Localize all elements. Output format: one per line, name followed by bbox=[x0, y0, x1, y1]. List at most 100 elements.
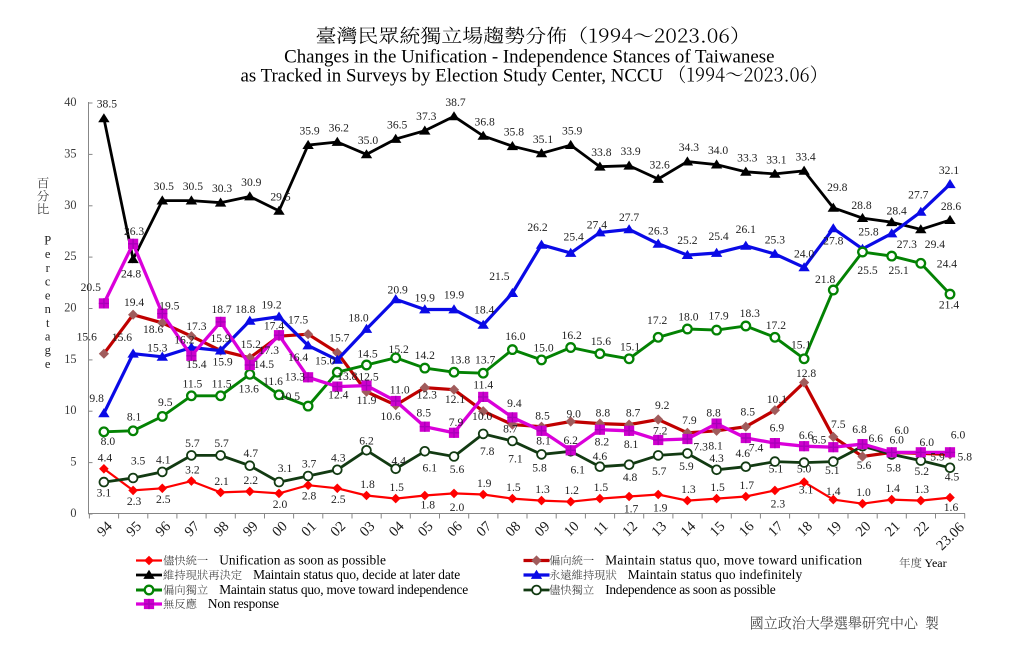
svg-text:15: 15 bbox=[64, 352, 76, 366]
svg-text:1.5: 1.5 bbox=[594, 481, 609, 494]
svg-text:7.3: 7.3 bbox=[693, 441, 708, 454]
svg-text:40: 40 bbox=[64, 95, 76, 109]
svg-text:5.8: 5.8 bbox=[886, 461, 901, 474]
svg-text:6.0: 6.0 bbox=[920, 436, 935, 449]
svg-text:5.1: 5.1 bbox=[769, 463, 784, 476]
svg-text:21.8: 21.8 bbox=[815, 273, 835, 286]
svg-text:20.5: 20.5 bbox=[81, 281, 101, 294]
svg-text:11.5: 11.5 bbox=[212, 377, 232, 390]
svg-text:1.3: 1.3 bbox=[535, 483, 550, 496]
svg-text:8.0: 8.0 bbox=[101, 435, 116, 448]
svg-text:8.7: 8.7 bbox=[626, 407, 641, 420]
svg-text:4.7: 4.7 bbox=[244, 447, 259, 460]
svg-text:11.9: 11.9 bbox=[357, 394, 377, 407]
svg-text:29.8: 29.8 bbox=[827, 181, 847, 194]
svg-text:n: n bbox=[45, 302, 52, 316]
svg-text:17.3: 17.3 bbox=[259, 344, 279, 357]
svg-text:10.5: 10.5 bbox=[280, 390, 300, 403]
svg-text:e: e bbox=[45, 288, 51, 302]
svg-text:5.1: 5.1 bbox=[825, 464, 840, 477]
svg-text:15.1: 15.1 bbox=[620, 340, 640, 353]
svg-text:t: t bbox=[46, 316, 50, 330]
svg-text:1.7: 1.7 bbox=[740, 479, 755, 492]
svg-text:29.5: 29.5 bbox=[270, 190, 290, 203]
svg-text:1.9: 1.9 bbox=[477, 477, 492, 490]
svg-text:26.2: 26.2 bbox=[527, 221, 547, 234]
svg-text:8.1: 8.1 bbox=[624, 438, 639, 451]
svg-text:18.6: 18.6 bbox=[143, 323, 163, 336]
svg-text:38.7: 38.7 bbox=[445, 96, 465, 109]
svg-text:9.4: 9.4 bbox=[507, 397, 522, 410]
svg-text:18.3: 18.3 bbox=[740, 307, 760, 320]
svg-text:P: P bbox=[44, 233, 51, 247]
svg-text:27.3: 27.3 bbox=[897, 238, 917, 251]
svg-text:1.6: 1.6 bbox=[944, 501, 959, 514]
svg-text:4.1: 4.1 bbox=[156, 453, 171, 466]
svg-text:21.4: 21.4 bbox=[939, 299, 959, 312]
svg-text:6.6: 6.6 bbox=[869, 432, 884, 445]
svg-text:33.3: 33.3 bbox=[737, 151, 757, 164]
svg-text:r: r bbox=[46, 261, 51, 275]
svg-text:6.8: 6.8 bbox=[852, 423, 867, 436]
svg-text:1.0: 1.0 bbox=[856, 486, 871, 499]
svg-text:15.2: 15.2 bbox=[241, 338, 261, 351]
svg-text:2.3: 2.3 bbox=[127, 495, 142, 508]
svg-text:14.2: 14.2 bbox=[415, 349, 435, 362]
svg-text:11.0: 11.0 bbox=[390, 384, 410, 397]
svg-text:12.3: 12.3 bbox=[417, 389, 437, 402]
svg-text:14.5: 14.5 bbox=[357, 348, 377, 361]
svg-text:27.7: 27.7 bbox=[908, 188, 928, 201]
svg-text:8.8: 8.8 bbox=[706, 407, 721, 420]
svg-text:20.9: 20.9 bbox=[388, 283, 408, 296]
svg-text:33.9: 33.9 bbox=[620, 145, 640, 158]
svg-text:12.8: 12.8 bbox=[796, 367, 816, 380]
svg-text:10.6: 10.6 bbox=[381, 410, 401, 423]
svg-text:30.5: 30.5 bbox=[183, 180, 203, 193]
svg-text:19.4: 19.4 bbox=[124, 296, 144, 309]
svg-text:17.2: 17.2 bbox=[647, 314, 667, 327]
svg-text:36.8: 36.8 bbox=[475, 115, 495, 128]
svg-text:17.4: 17.4 bbox=[264, 320, 284, 333]
svg-text:6.5: 6.5 bbox=[812, 434, 827, 447]
svg-text:25.3: 25.3 bbox=[765, 234, 785, 247]
svg-text:g: g bbox=[45, 343, 52, 357]
svg-text:35.8: 35.8 bbox=[504, 126, 524, 139]
svg-text:1.4: 1.4 bbox=[885, 482, 900, 495]
svg-text:38.5: 38.5 bbox=[97, 97, 117, 110]
svg-text:1.8: 1.8 bbox=[421, 499, 436, 512]
svg-text:7.5: 7.5 bbox=[831, 418, 846, 431]
svg-text:27.8: 27.8 bbox=[823, 234, 843, 247]
svg-text:34.3: 34.3 bbox=[679, 141, 699, 154]
svg-text:Maintain status quo, decide at: Maintain status quo, decide at later dat… bbox=[253, 567, 460, 582]
svg-text:Maintain status quo, move towa: Maintain status quo, move toward indepen… bbox=[219, 582, 468, 597]
svg-text:15.1: 15.1 bbox=[791, 338, 811, 351]
svg-text:c: c bbox=[45, 275, 51, 289]
svg-text:6.0: 6.0 bbox=[889, 433, 904, 446]
svg-text:5.6: 5.6 bbox=[450, 463, 465, 476]
svg-text:9.2: 9.2 bbox=[655, 399, 670, 412]
svg-text:19.9: 19.9 bbox=[444, 289, 464, 302]
svg-text:5.9: 5.9 bbox=[930, 451, 945, 464]
svg-text:8.2: 8.2 bbox=[595, 436, 610, 449]
svg-text:2.2: 2.2 bbox=[244, 474, 259, 487]
svg-text:5.8: 5.8 bbox=[532, 461, 547, 474]
svg-text:5.8: 5.8 bbox=[958, 451, 973, 464]
svg-text:7.2: 7.2 bbox=[653, 425, 668, 438]
svg-text:e: e bbox=[45, 247, 51, 261]
svg-text:4.3: 4.3 bbox=[709, 452, 724, 465]
svg-text:Maintain status quo, move towa: Maintain status quo, move toward unifica… bbox=[605, 553, 862, 568]
svg-text:16.4: 16.4 bbox=[288, 351, 308, 364]
svg-text:6.2: 6.2 bbox=[359, 434, 374, 447]
svg-text:2.0: 2.0 bbox=[450, 501, 465, 514]
svg-text:29.4: 29.4 bbox=[925, 238, 945, 251]
svg-text:17.9: 17.9 bbox=[708, 310, 728, 323]
svg-text:11.4: 11.4 bbox=[473, 378, 493, 391]
svg-text:26.1: 26.1 bbox=[736, 223, 756, 236]
svg-text:35.1: 35.1 bbox=[533, 133, 553, 146]
svg-text:17.2: 17.2 bbox=[766, 319, 786, 332]
svg-text:1.4: 1.4 bbox=[826, 485, 841, 498]
svg-text:5.7: 5.7 bbox=[185, 437, 200, 450]
svg-text:3.7: 3.7 bbox=[302, 458, 317, 471]
svg-text:a: a bbox=[45, 330, 51, 344]
svg-text:8.7: 8.7 bbox=[503, 423, 518, 436]
